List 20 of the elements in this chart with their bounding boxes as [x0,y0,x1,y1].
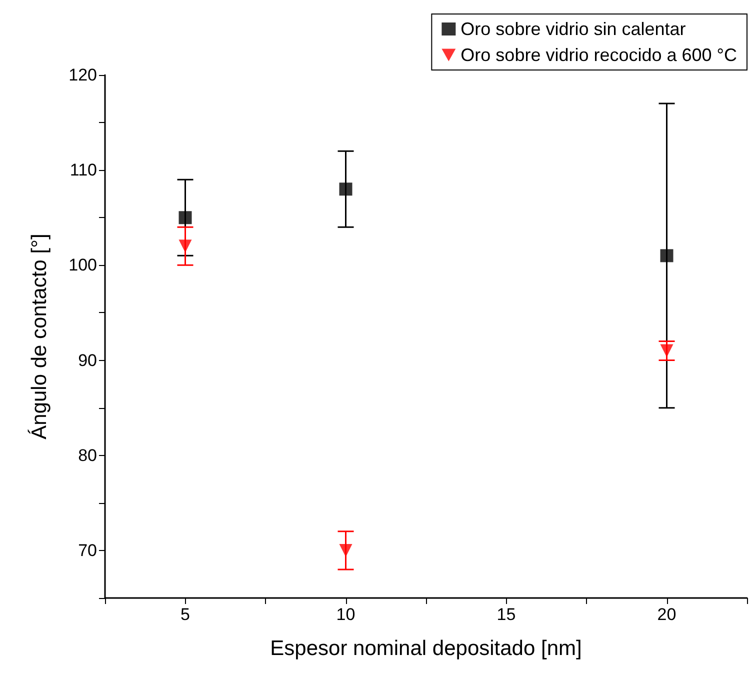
y-tick-label: 120 [68,66,97,84]
point [660,249,674,262]
point [339,544,352,557]
x-tick-label: 20 [657,605,676,624]
point [178,211,192,224]
y-axis-title: Ángulo de contacto [°] [27,234,51,440]
x-tick-label: 15 [496,605,516,624]
y-tick-label: 110 [70,160,97,180]
point [660,344,674,358]
y-tick-label: 70 [78,540,97,560]
x-tick-label: 10 [336,605,356,624]
point [339,182,352,196]
legend-label: Oro sobre vidrio sin calentar [460,19,686,39]
y-tick-label: 80 [78,446,97,465]
y-tick-label: 100 [68,256,97,275]
x-tick-label: 5 [180,605,190,624]
point [178,240,192,253]
x-axis-title: Espesor nominal depositado [nm] [270,637,582,660]
y-tick-label: 90 [78,350,97,370]
legend-label: Oro sobre vidrio recocido a 600 °C [460,45,737,65]
